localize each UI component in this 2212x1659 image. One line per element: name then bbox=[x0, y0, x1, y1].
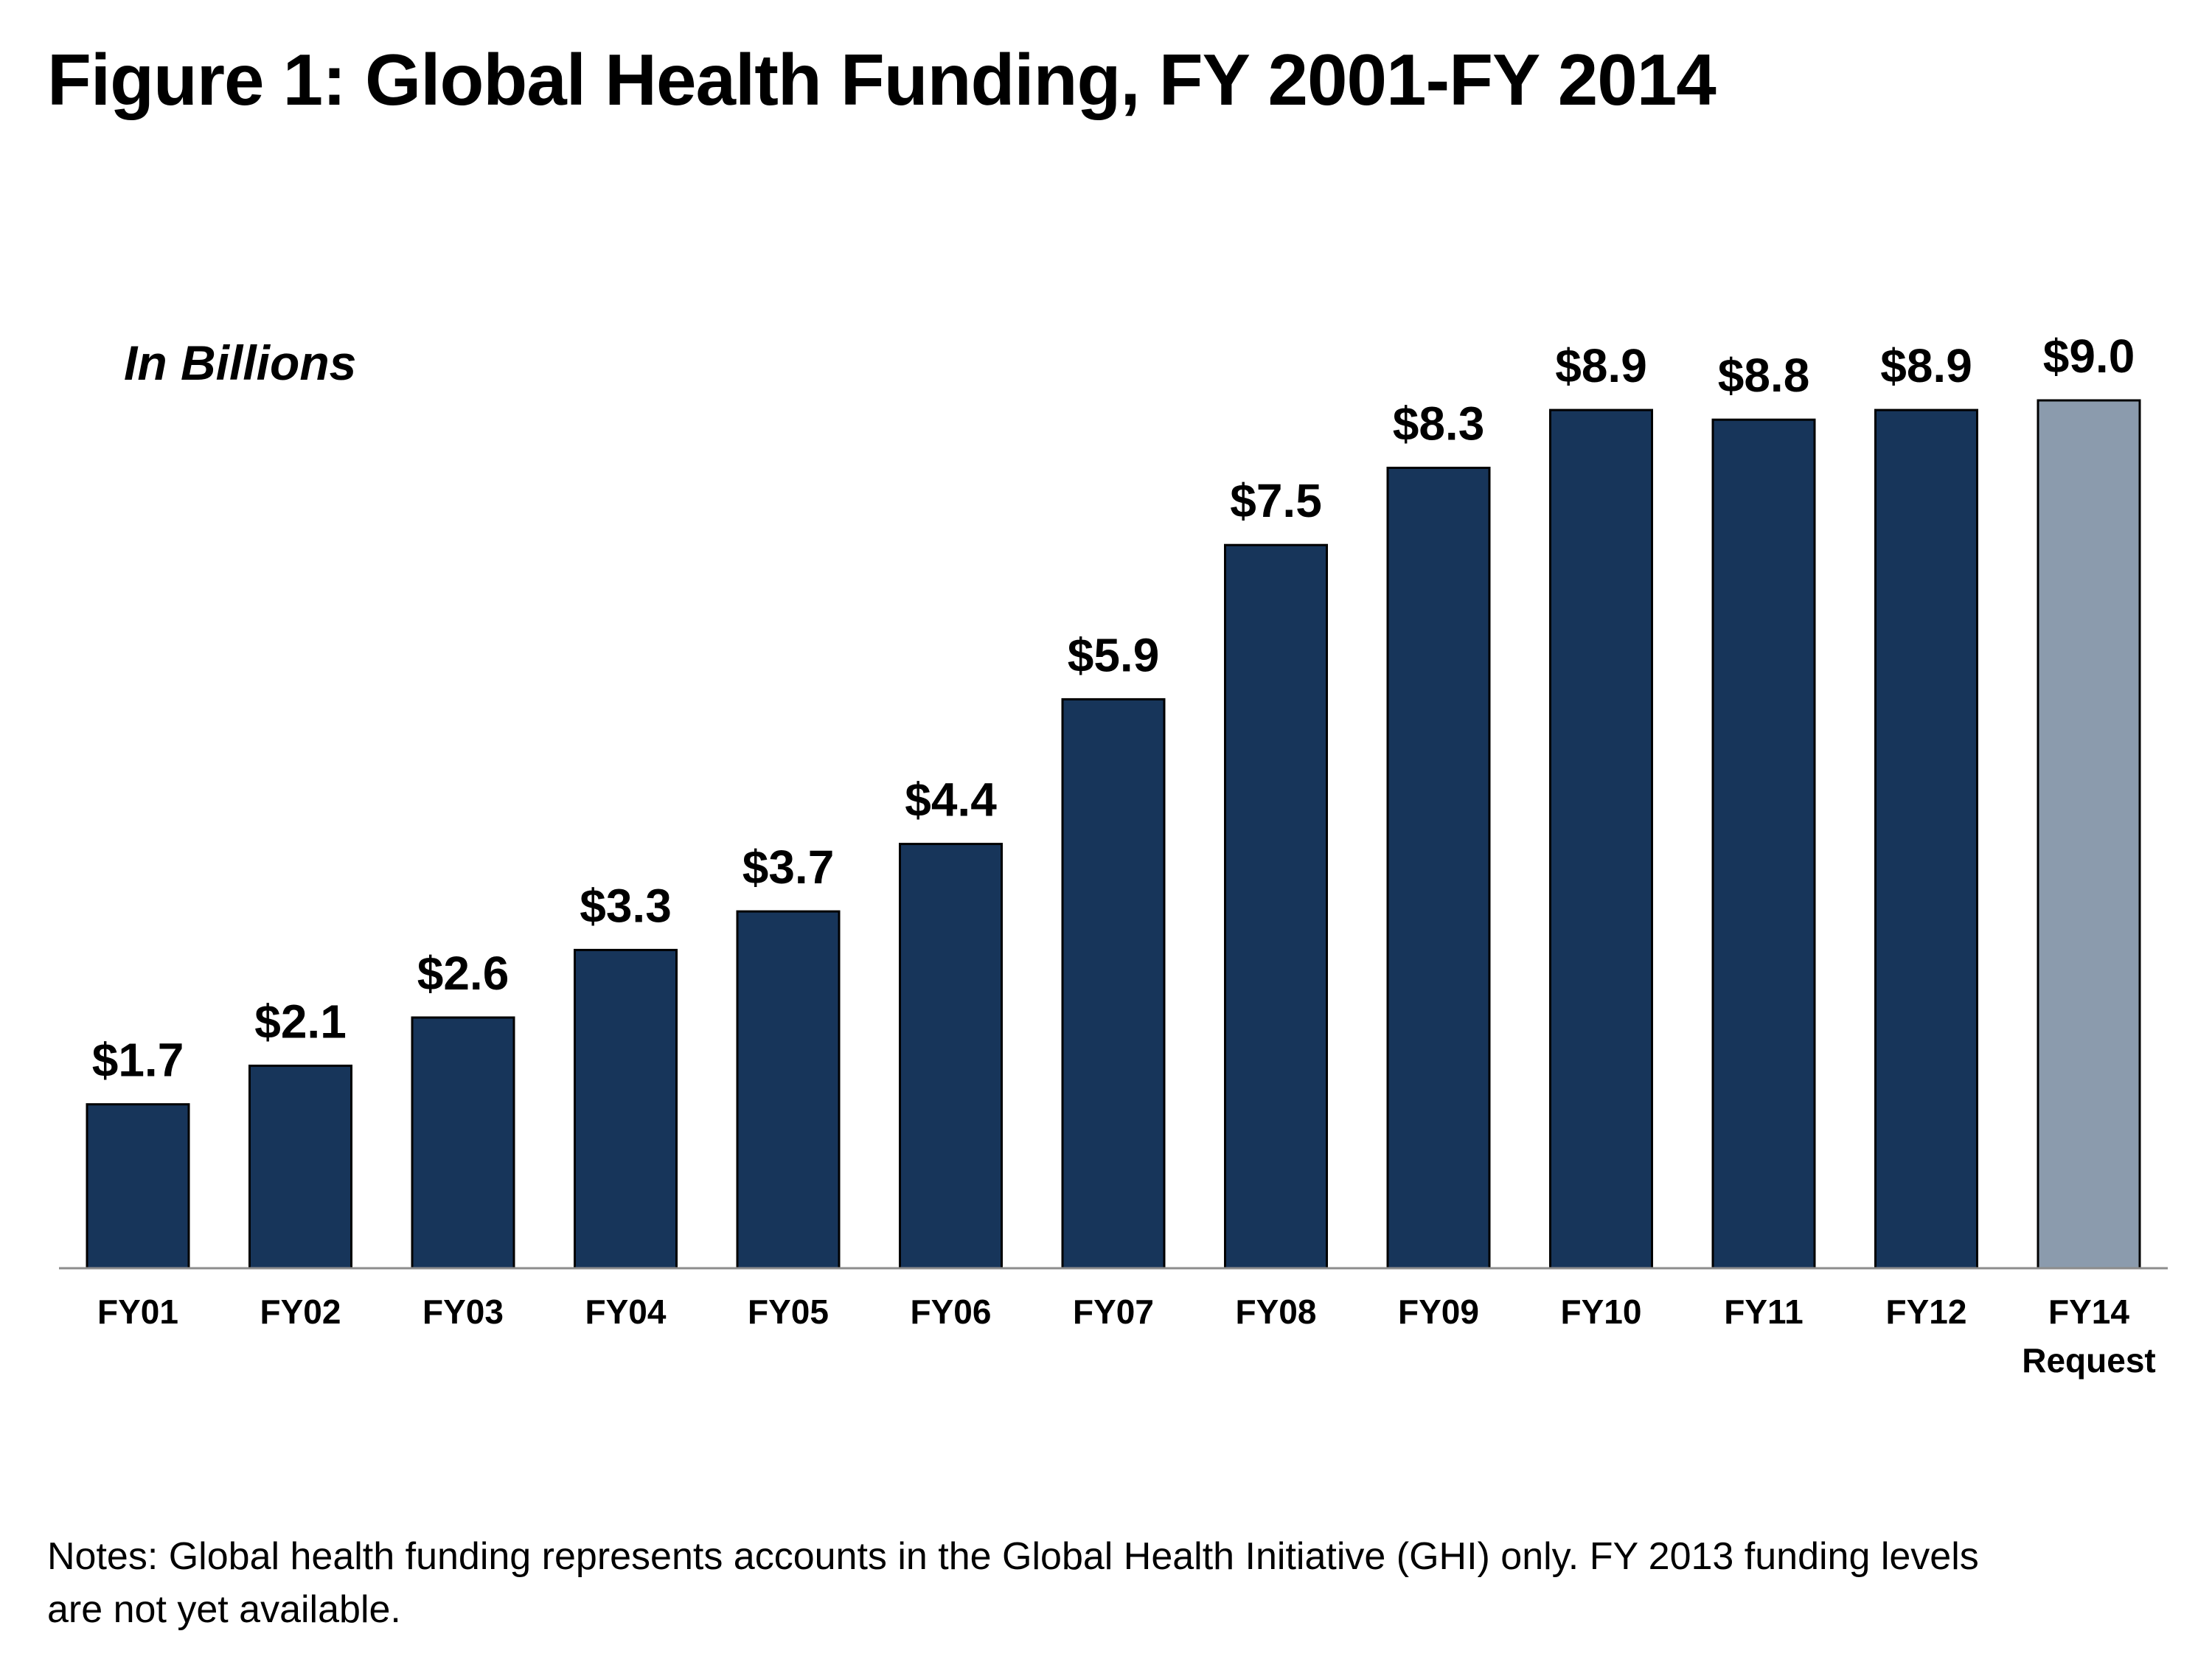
value-labels-layer: $1.7 $2.1 $2.6 $3.3 $3.7 $4.4 $5.9 $7.5 $8.3 $8.9… bbox=[92, 330, 2135, 1087]
bar bbox=[2037, 399, 2141, 1270]
bar bbox=[1224, 543, 1328, 1270]
bar bbox=[899, 843, 1003, 1270]
category-label: FY09 bbox=[1398, 1293, 1479, 1331]
chart-title: Figure 1: Global Health Funding, FY 2001… bbox=[47, 39, 1717, 120]
bar bbox=[1386, 467, 1491, 1270]
bar-value-label: $8.9 bbox=[1555, 339, 1647, 392]
category-label: FY10 bbox=[1561, 1293, 1642, 1331]
category-label: FY03 bbox=[422, 1293, 504, 1331]
category-label: FY07 bbox=[1073, 1293, 1154, 1331]
bar-value-label: $2.6 bbox=[417, 947, 509, 1000]
bars-layer bbox=[86, 399, 2141, 1270]
category-label: FY12 bbox=[1886, 1293, 1967, 1331]
bar-chart: In Billions $1.7 $2.1 $2.6 $3.3 $3.7 $4.4 $5.9… bbox=[59, 330, 2168, 1380]
bar bbox=[736, 910, 841, 1270]
bar-value-label: $3.7 bbox=[742, 841, 835, 894]
bar bbox=[574, 948, 678, 1270]
category-label: FY01 bbox=[97, 1293, 178, 1331]
bar-value-label: $9.0 bbox=[2043, 330, 2135, 383]
bar-value-label: $5.9 bbox=[1068, 628, 1160, 681]
bar bbox=[86, 1103, 190, 1270]
bar bbox=[248, 1064, 352, 1270]
category-label: FY11 bbox=[1724, 1293, 1803, 1331]
bar-value-label: $4.4 bbox=[905, 773, 997, 827]
category-label: FY06 bbox=[911, 1293, 992, 1331]
unit-label: In Billions bbox=[124, 335, 356, 390]
bar bbox=[1711, 418, 1816, 1270]
bar bbox=[1549, 408, 1653, 1270]
chart-notes: Notes: Global health funding represents … bbox=[47, 1535, 1979, 1631]
category-label: FY04 bbox=[585, 1293, 667, 1331]
category-label: FY08 bbox=[1236, 1293, 1317, 1331]
bar-value-label: $7.5 bbox=[1230, 474, 1322, 527]
category-labels-layer: FY01 FY02 FY03 FY04 FY05 FY06 FY07 FY08 FY09 FY10… bbox=[97, 1293, 2156, 1380]
bar-value-label: $8.3 bbox=[1393, 397, 1485, 451]
bar-value-label: $8.9 bbox=[1880, 339, 1972, 392]
category-label: Request bbox=[2022, 1341, 2155, 1380]
bar bbox=[1061, 698, 1166, 1270]
bar bbox=[411, 1016, 515, 1270]
bar-value-label: $2.1 bbox=[254, 995, 347, 1048]
category-label: FY05 bbox=[748, 1293, 829, 1331]
category-label: FY02 bbox=[260, 1293, 341, 1331]
bar bbox=[1874, 408, 1978, 1270]
category-label: FY14 bbox=[2048, 1293, 2129, 1331]
bar-value-label: $8.8 bbox=[1718, 349, 1810, 402]
bar-value-label: $1.7 bbox=[92, 1034, 184, 1087]
bar-value-label: $3.3 bbox=[580, 879, 672, 932]
